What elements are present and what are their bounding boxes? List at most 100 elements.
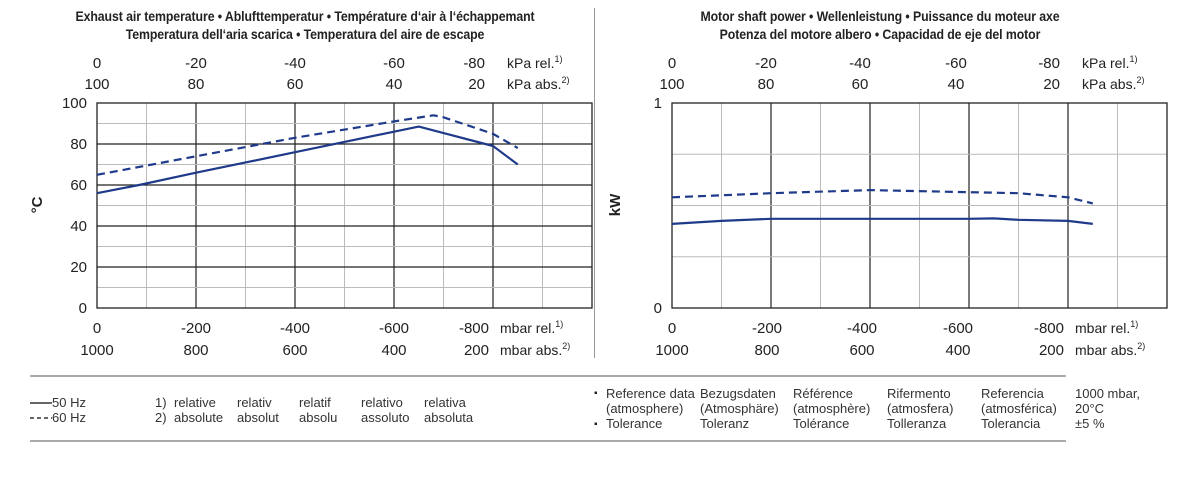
y-axis-label: kW: [607, 193, 624, 216]
y-axis-label: °C: [29, 196, 46, 213]
chart-divider: [594, 8, 595, 358]
reference-text: Referencia: [981, 386, 1044, 401]
legend-label: 60 Hz: [52, 410, 86, 425]
mbar-abs-tick: 600: [849, 342, 874, 359]
legend-item-50hz: 50 Hz: [30, 395, 86, 410]
footnote-2: 2): [155, 410, 167, 425]
reference-col-en: Reference data (atmosphere) Tolerance: [606, 386, 695, 431]
reference-values: 1000 mbar, 20°C ±5 %: [1075, 386, 1140, 431]
reference-col-de: Bezugsdaten (Atmosphäre) Toleranz: [700, 386, 779, 431]
reference-text: Tolleranza: [887, 416, 947, 431]
y-tick-label: 100: [62, 95, 87, 112]
legend-item-60hz: 60 Hz: [30, 410, 86, 425]
kpa-abs-tick: 40: [386, 76, 403, 93]
footer-top-rule: [30, 375, 1066, 377]
reference-text: Rifermento: [887, 386, 951, 401]
footnote-1: 1): [155, 395, 167, 410]
footnote-numbers: 1) 2): [155, 395, 167, 425]
reference-col-fr: Référence (atmosphère) Tolérance: [793, 386, 870, 431]
mbar-abs-unit: mbar abs.2): [500, 341, 570, 358]
right-title-line1: Motor shaft power • Wellenleistung • Pui…: [700, 8, 1060, 24]
kpa-abs-tick: 20: [1043, 76, 1060, 93]
kpa-abs-tick: 100: [84, 76, 109, 93]
reference-col-es: Referencia (atmosférica) Tolerancia: [981, 386, 1057, 431]
y-tick-label: 1: [654, 95, 662, 112]
kpa-abs-tick: 60: [287, 76, 304, 93]
kpa-rel-tick: -40: [849, 55, 871, 72]
reference-text: (Atmosphäre): [700, 401, 779, 416]
y-tick-label: 40: [70, 218, 87, 235]
mbar-abs-tick: 800: [183, 342, 208, 359]
series-line-60hz: [96, 114, 519, 176]
kpa-rel-tick: 0: [93, 55, 101, 72]
mbar-abs-tick: 200: [464, 342, 489, 359]
footnote-text: relatif: [299, 395, 331, 410]
reference-text: (atmosférica): [981, 401, 1057, 416]
series-line-50hz: [96, 125, 519, 195]
kpa-abs-tick: 20: [468, 76, 485, 93]
mbar-abs-tick: 400: [945, 342, 970, 359]
reference-text: (atmosphere): [606, 401, 684, 416]
left-chart-title: Exhaust air temperature • Ablufttemperat…: [45, 7, 564, 43]
footnote-text: relative: [174, 395, 216, 410]
footnote-text: relativ: [237, 395, 272, 410]
series-line-50hz: [671, 217, 1093, 225]
mbar-rel-tick: -600: [943, 320, 973, 337]
mbar-abs-tick: 200: [1039, 342, 1064, 359]
footnote-col-it: relativo assoluto: [361, 395, 409, 425]
reference-text: Tolérance: [793, 416, 850, 431]
mbar-rel-tick: -200: [181, 320, 211, 337]
kpa-rel-tick: -80: [463, 55, 485, 72]
y-tick-label: 0: [654, 300, 662, 317]
mbar-abs-tick: 800: [754, 342, 779, 359]
kpa-abs-tick: 60: [852, 76, 869, 93]
kpa-rel-tick: -40: [284, 55, 306, 72]
reference-text: Tolerance: [606, 416, 663, 431]
kpa-rel-tick: -80: [1038, 55, 1060, 72]
reference-value: 20°C: [1075, 401, 1105, 416]
kpa-rel-tick: -60: [945, 55, 967, 72]
mbar-rel-tick: -600: [379, 320, 409, 337]
dashed-line-icon: [30, 416, 52, 419]
mbar-rel-tick: 0: [668, 320, 676, 337]
exhaust-temperature-chart: 0 -20 -40 -60 -80 kPa rel.1) 100 80 60 4…: [29, 54, 593, 359]
mbar-rel-tick: -800: [459, 320, 489, 337]
kpa-rel-tick: -20: [755, 55, 777, 72]
footnote-col-en: relative absolute: [174, 395, 223, 425]
legend: 50 Hz 60 Hz: [30, 395, 86, 425]
bullet-icon: ▪: [594, 388, 598, 399]
y-tick-label: 0: [79, 300, 87, 317]
bullet-icon: ▪: [594, 419, 598, 430]
kpa-rel-unit: kPa rel.1): [507, 54, 562, 71]
footnote-text: assoluto: [361, 410, 410, 425]
motor-shaft-power-chart: 0 -20 -40 -60 -80 kPa rel.1) 100 80 60 4…: [607, 54, 1168, 359]
mbar-rel-tick: -800: [1034, 320, 1064, 337]
kpa-rel-tick: -60: [383, 55, 405, 72]
legend-label: 50 Hz: [52, 395, 86, 410]
left-title-line2: Temperatura dell‘aria scarica • Temperat…: [125, 26, 485, 42]
mbar-rel-unit: mbar rel.1): [1075, 319, 1138, 336]
reference-text: Tolerancia: [981, 416, 1041, 431]
footnote-text: absolut: [237, 410, 279, 425]
kpa-abs-tick: 100: [659, 76, 684, 93]
y-tick-label: 80: [70, 136, 87, 153]
reference-value: 1000 mbar,: [1075, 386, 1141, 401]
kpa-abs-unit: kPa abs.2): [507, 75, 570, 92]
kpa-abs-tick: 80: [188, 76, 205, 93]
kpa-rel-tick: 0: [668, 55, 676, 72]
mbar-rel-unit: mbar rel.1): [500, 319, 563, 336]
mbar-abs-tick: 400: [381, 342, 406, 359]
mbar-rel-tick: -400: [847, 320, 877, 337]
mbar-rel-tick: 0: [93, 320, 101, 337]
reference-text: Bezugsdaten: [700, 386, 776, 401]
kpa-abs-unit: kPa abs.2): [1082, 75, 1145, 92]
reference-value: ±5 %: [1075, 416, 1105, 431]
right-chart-title: Motor shaft power • Wellenleistung • Pui…: [634, 7, 1127, 43]
y-tick-label: 60: [70, 177, 87, 194]
y-tick-label: 20: [70, 259, 87, 276]
kpa-abs-tick: 40: [948, 76, 965, 93]
footnote-text: relativo: [361, 395, 403, 410]
reference-text: Toleranz: [700, 416, 750, 431]
footnote-text: absoluta: [424, 410, 474, 425]
mbar-rel-tick: -400: [280, 320, 310, 337]
